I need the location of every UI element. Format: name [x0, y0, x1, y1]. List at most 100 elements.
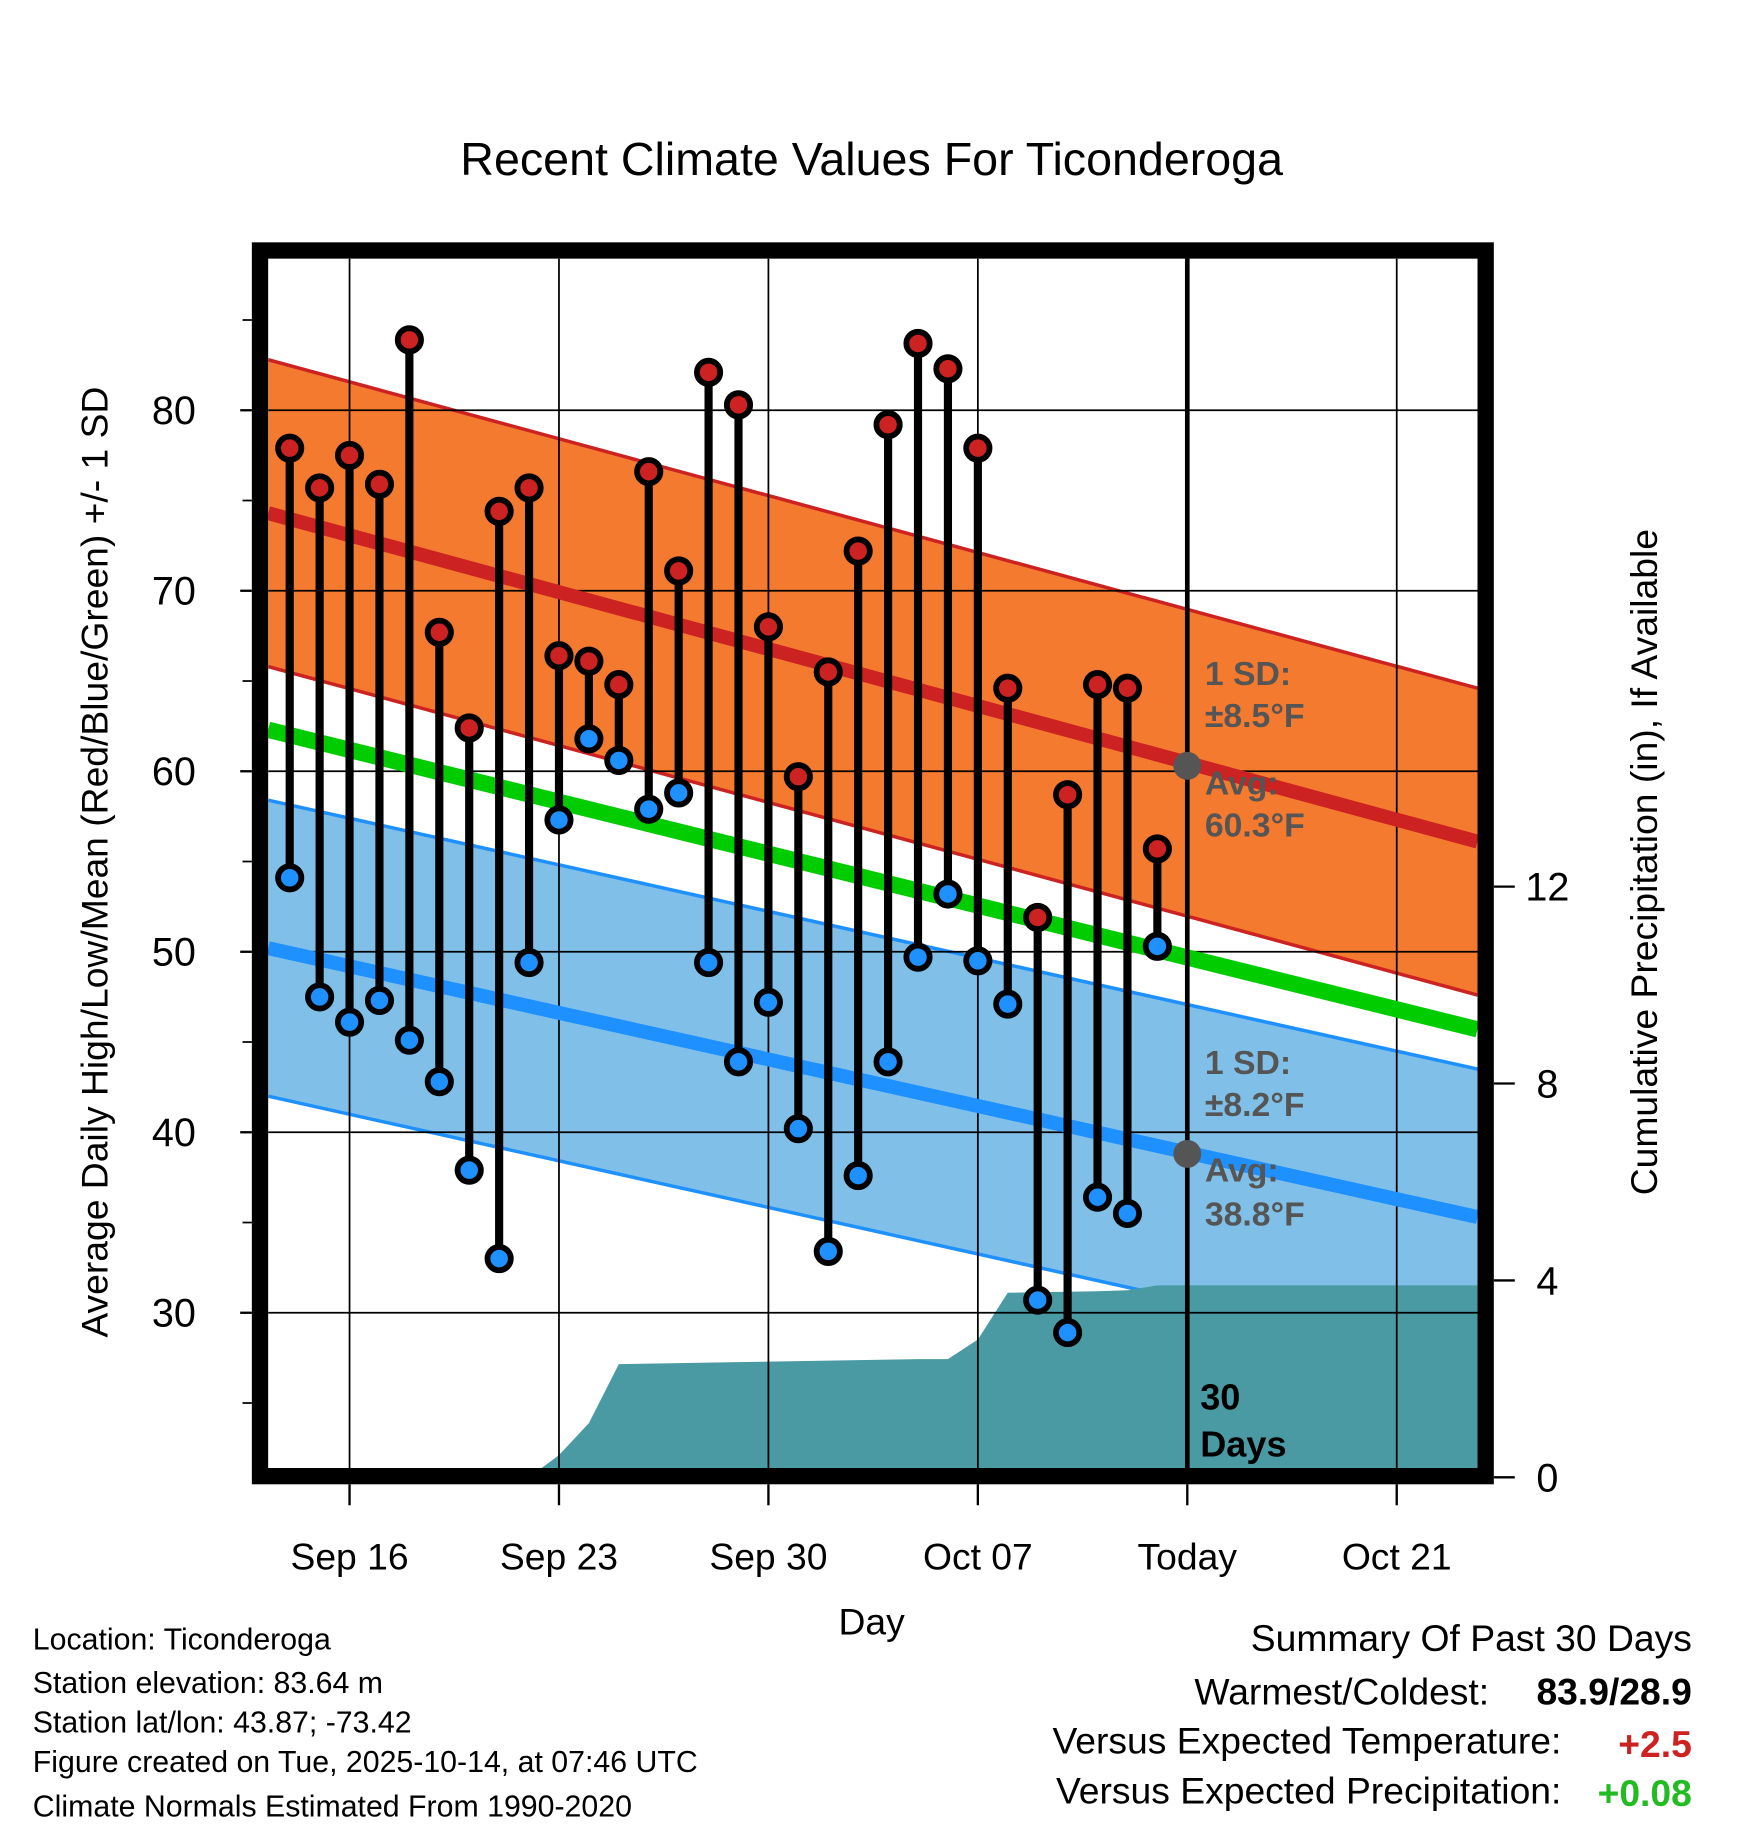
low-temp-point: [364, 985, 395, 1016]
low-temp-point: [275, 863, 305, 893]
high-temp-point: [604, 670, 634, 700]
high-temp-point: [1082, 670, 1113, 700]
high-temp-point: [903, 328, 933, 359]
normal-high-sd-upper: [268, 358, 1478, 690]
low-temp-point: [1023, 1285, 1053, 1315]
low-temp-point: [963, 946, 993, 976]
high-temp-point: [1142, 834, 1172, 864]
high-temp-point: [454, 713, 484, 743]
high-temp-point: [334, 440, 365, 470]
high-temp-point: [544, 641, 574, 671]
y2-tick-label: 4: [1536, 1259, 1558, 1303]
footer-location: Location: Ticonderoga: [33, 1624, 331, 1657]
low-temp-point: [723, 1047, 754, 1077]
summary-temp-label: Versus Expected Temperature:: [1053, 1719, 1562, 1761]
summary-temp-value: +2.5: [1618, 1723, 1692, 1765]
footer-info: Location: Ticonderoga Station elevation:…: [33, 1624, 698, 1824]
high-temp-point: [664, 556, 694, 586]
low-temp-point: [813, 1236, 843, 1266]
low-temp-point: [664, 778, 694, 808]
high-temp-point: [1053, 780, 1083, 810]
low-temp-point: [694, 948, 724, 978]
y2-axis-label: Cumulative Precipitation (in), If Availa…: [1623, 529, 1665, 1195]
chart-title: Recent Climate Values For Ticonderoga: [460, 133, 1283, 185]
low-temp-point: [634, 794, 664, 824]
y-tick-label: 70: [152, 570, 196, 614]
footer-elevation: Station elevation: 83.64 m: [33, 1667, 383, 1700]
low-temp-point: [544, 805, 574, 835]
summary-precip-value: +0.08: [1598, 1772, 1692, 1814]
low-temp-point: [334, 1007, 365, 1037]
high-temp-point: [484, 496, 514, 526]
high-temp-point: [783, 762, 813, 792]
high-temp-point: [394, 325, 424, 355]
x-tick-label: Oct 07: [923, 1535, 1033, 1577]
low-temp-point: [873, 1047, 903, 1077]
low-temp-point: [514, 948, 544, 978]
high-temp-point: [843, 536, 873, 566]
high-temp-point: [574, 646, 604, 676]
high-temp-point: [873, 410, 903, 440]
high-temp-point: [514, 473, 544, 503]
high-temp-point: [694, 357, 724, 387]
low-avg-value: 38.8°F: [1205, 1196, 1305, 1234]
footer-normals: Climate Normals Estimated From 1990-2020: [33, 1790, 632, 1823]
high-avg-value: 60.3°F: [1205, 807, 1305, 845]
low-temp-point: [753, 987, 783, 1017]
high-temp-point: [933, 354, 963, 384]
high-temp-point: [1023, 902, 1053, 933]
high-temp-point: [364, 469, 395, 499]
x-tick-label: Sep 16: [290, 1535, 408, 1577]
low-temp-point: [933, 879, 963, 909]
low-temp-point: [394, 1025, 424, 1055]
y-axis-label: Average Daily High/Low/Mean (Red/Blue/Gr…: [73, 387, 115, 1338]
y2-tick-label: 12: [1525, 866, 1569, 910]
summary-warmest-value: 83.9/28.9: [1536, 1671, 1691, 1713]
low-temp-point: [1053, 1318, 1083, 1348]
y-tick-label: 60: [152, 750, 196, 794]
high-temp-point: [424, 617, 454, 647]
low-temp-point: [454, 1155, 484, 1185]
y-tick-label: 50: [152, 931, 196, 975]
low-sd-value: ±8.2°F: [1205, 1086, 1305, 1124]
normal-high-line: [268, 506, 1478, 849]
footer-latlon: Station lat/lon: 43.87; -73.42: [33, 1706, 412, 1739]
low-temp-point: [574, 724, 604, 754]
x-tick-label: Today: [1138, 1535, 1238, 1577]
x-tick-label: Sep 30: [709, 1535, 827, 1577]
low-temp-point: [843, 1161, 873, 1191]
high-temp-point: [753, 612, 783, 642]
high-avg-label: Avg:: [1205, 765, 1279, 803]
x-tick-label: Oct 21: [1342, 1535, 1452, 1577]
low-temp-point: [783, 1114, 813, 1144]
high-temp-point: [634, 457, 664, 487]
low-temp-point: [1142, 931, 1172, 961]
y-tick-label: 30: [152, 1292, 196, 1336]
high-sd-value: ±8.5°F: [1205, 697, 1305, 735]
today-high-avg-marker: [1173, 751, 1202, 780]
low-sd-label: 1 SD:: [1205, 1044, 1291, 1082]
x-axis-label: Day: [839, 1601, 906, 1643]
low-temp-point: [484, 1244, 514, 1274]
plot-frame: [251, 242, 1494, 1485]
low-temp-point: [305, 982, 335, 1012]
high-temp-point: [723, 390, 754, 420]
low-avg-label: Avg:: [1205, 1151, 1279, 1189]
low-temp-point: [424, 1067, 454, 1097]
high-temp-point: [1112, 673, 1143, 703]
days-count-label: 30: [1200, 1377, 1240, 1418]
y-tick-label: 80: [152, 389, 196, 433]
y2-tick-label: 8: [1536, 1062, 1558, 1106]
high-temp-point: [275, 433, 305, 463]
summary-precip-label: Versus Expected Precipitation:: [1056, 1770, 1561, 1812]
precipitation-area: [541, 1285, 1478, 1468]
high-temp-point: [993, 673, 1023, 703]
today-low-avg-marker: [1173, 1139, 1202, 1168]
summary-title: Summary Of Past 30 Days: [1251, 1617, 1692, 1659]
high-sd-label: 1 SD:: [1205, 655, 1291, 693]
low-temp-point: [903, 942, 933, 972]
summary-warmest-label: Warmest/Coldest:: [1194, 1671, 1489, 1713]
low-temp-point: [993, 989, 1023, 1019]
low-temp-point: [1082, 1182, 1113, 1212]
